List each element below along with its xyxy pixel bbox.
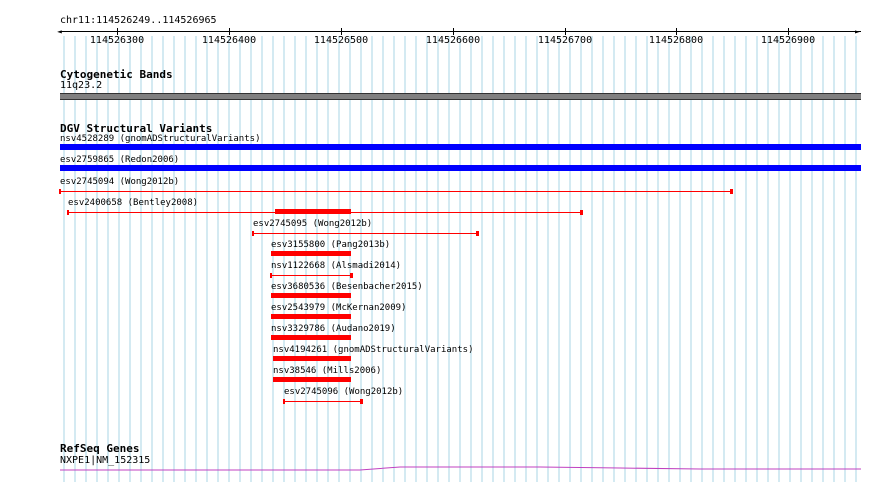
ruler-tick-label: 114526800 xyxy=(648,35,704,46)
variant-bar-loss[interactable] xyxy=(271,314,351,319)
variant-label: nsv3329786 (Audano2019) xyxy=(271,324,396,334)
variant-bar-loss[interactable] xyxy=(271,251,351,256)
variant-bar-loss[interactable] xyxy=(271,335,351,340)
variant-label: esv2400658 (Bentley2008) xyxy=(68,198,199,208)
cytoband-bar[interactable] xyxy=(60,93,861,100)
variant-line-loss[interactable] xyxy=(284,401,361,402)
variant-core-loss[interactable] xyxy=(275,209,351,214)
ruler-tick xyxy=(453,28,454,35)
variant-label: nsv4194261 (gnomADStructuralVariants) xyxy=(273,345,474,355)
variant-label: esv3680536 (Besenbacher2015) xyxy=(271,282,423,292)
ruler-tick xyxy=(676,28,677,35)
variant-cap-left xyxy=(67,210,69,215)
refseq-track-title: RefSeq Genes xyxy=(60,442,140,455)
ruler-tick-label: 114526700 xyxy=(537,35,593,46)
variant-label: nsv1122668 (Alsmadi2014) xyxy=(271,261,402,271)
variant-cap-left xyxy=(270,273,272,278)
refseq-gene-label: NXPE1|NM_152315 xyxy=(60,455,151,466)
variant-cap-left xyxy=(252,231,254,236)
variant-line-loss[interactable] xyxy=(60,191,731,192)
gene-line xyxy=(60,466,861,471)
ruler-tick xyxy=(229,28,230,35)
ruler-tick-label: 114526300 xyxy=(89,35,145,46)
coordinate-readout: chr11:114526249..114526965 xyxy=(60,15,217,26)
variant-bar-gain[interactable] xyxy=(60,144,861,150)
variant-label: esv2759865 (Redon2006) xyxy=(60,155,180,165)
variant-label: esv2543979 (McKernan2009) xyxy=(271,303,407,313)
variant-bar-loss[interactable] xyxy=(273,356,351,361)
variant-line-loss[interactable] xyxy=(253,233,477,234)
ruler-tick xyxy=(117,28,118,35)
variant-label: esv2745094 (Wong2012b) xyxy=(60,177,180,187)
ruler-tick xyxy=(341,28,342,35)
variant-cap-right xyxy=(476,231,479,236)
ruler-tick xyxy=(565,28,566,35)
variant-label: esv2745096 (Wong2012b) xyxy=(284,387,404,397)
variant-bar-loss[interactable] xyxy=(271,293,351,298)
ruler-right-arrow-icon: ► xyxy=(855,27,860,36)
ruler-tick-label: 114526900 xyxy=(760,35,816,46)
variant-label: esv3155800 (Pang2013b) xyxy=(271,240,391,250)
cytoband-track-title: Cytogenetic Bands xyxy=(60,68,173,81)
ruler-left-arrow-icon: ◄ xyxy=(57,27,62,36)
refseq-gene-model[interactable] xyxy=(60,464,861,472)
variant-bar-gain[interactable] xyxy=(60,165,861,171)
variant-bar-loss[interactable] xyxy=(273,377,351,382)
ruler-tick xyxy=(788,28,789,35)
ruler-axis xyxy=(60,31,861,32)
variant-cap-right xyxy=(350,273,353,278)
variant-label: nsv38546 (Mills2006) xyxy=(273,366,382,376)
variant-cap-left xyxy=(283,399,285,404)
variant-line-loss[interactable] xyxy=(271,275,351,276)
variant-label: nsv4528289 (gnomADStructuralVariants) xyxy=(60,134,261,144)
ruler-tick-label: 114526600 xyxy=(425,35,481,46)
dgv-track-title: DGV Structural Variants xyxy=(60,122,213,135)
ruler-tick-label: 114526400 xyxy=(201,35,257,46)
variant-cap-right xyxy=(580,210,583,215)
variant-cap-right xyxy=(730,189,733,194)
ruler-tick-label: 114526500 xyxy=(313,35,369,46)
variant-cap-left xyxy=(59,189,61,194)
variant-label: esv2745095 (Wong2012b) xyxy=(253,219,373,229)
cytoband-label: 11q23.2 xyxy=(60,80,103,91)
variant-cap-right xyxy=(360,399,363,404)
